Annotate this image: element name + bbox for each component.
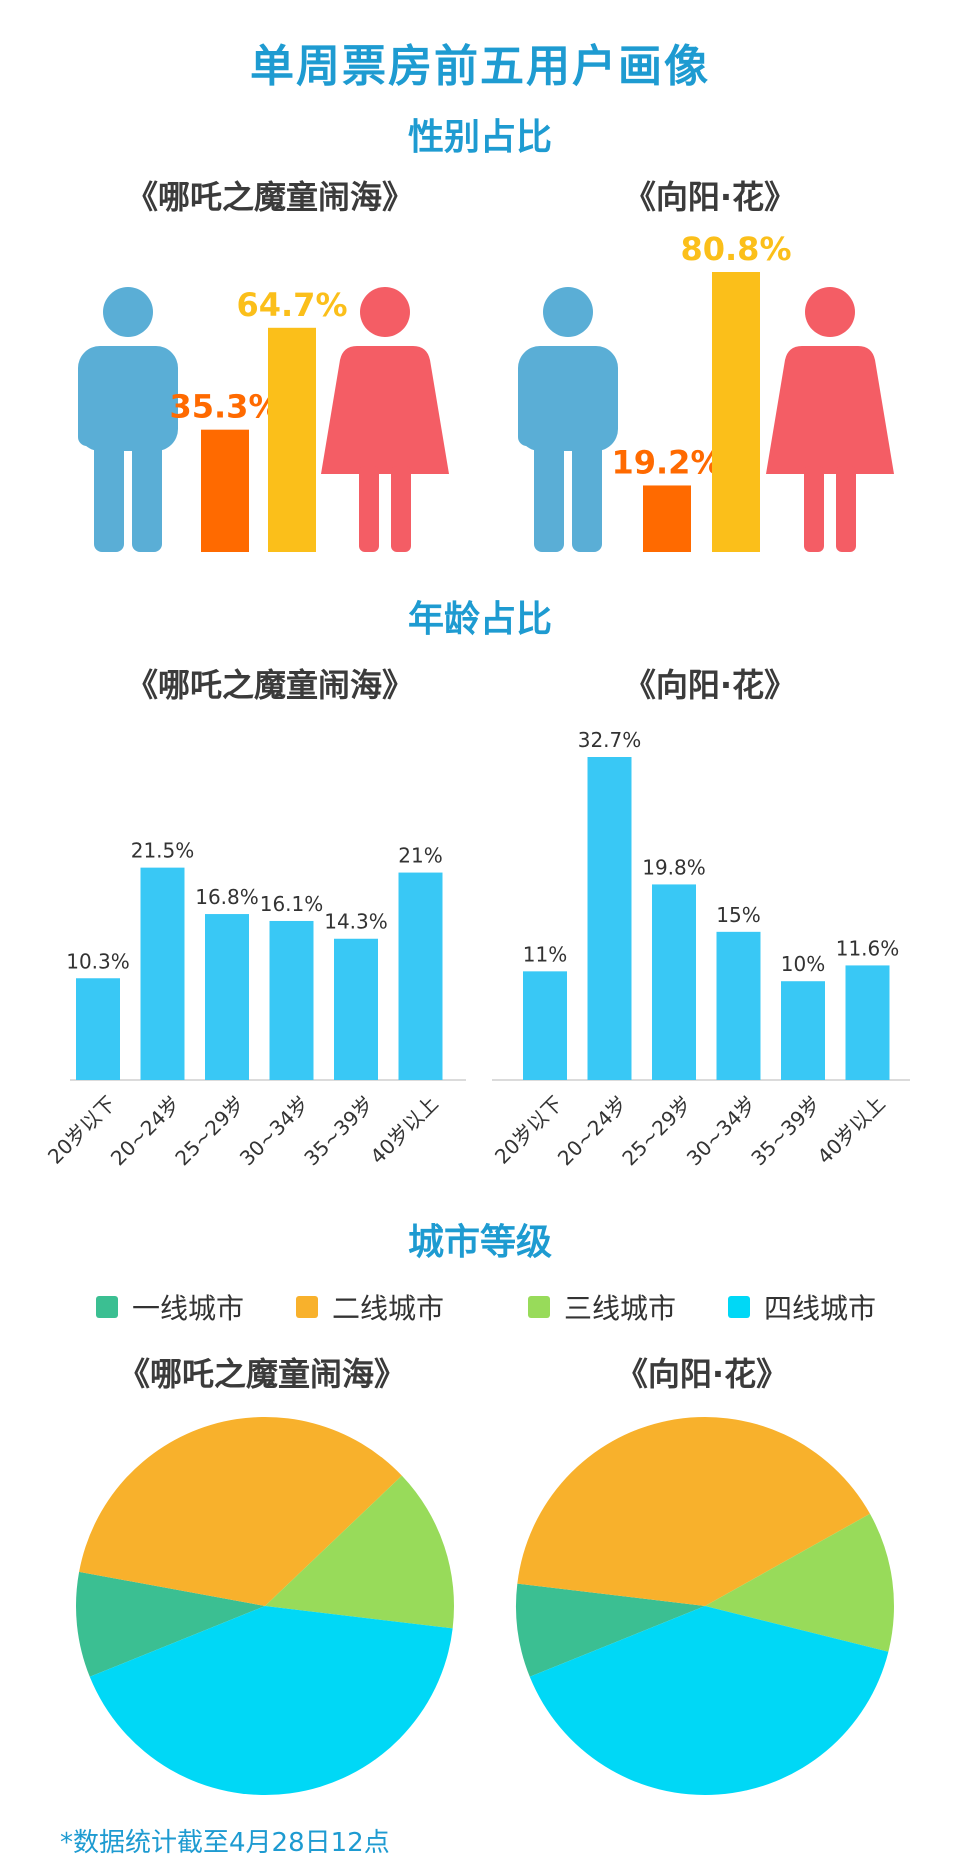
age-value-label-nezha: 14.3%: [324, 910, 388, 934]
age-value-label-nezha: 16.8%: [195, 885, 259, 909]
section-title-gender: 性别占比: [407, 117, 552, 158]
pie-slice-xiangyang-tier3: [705, 1513, 894, 1652]
city-legend: 一线城市 二线城市 三线城市 四线城市: [0, 1287, 960, 1327]
gender-label-xiangyang-female: 80.8%: [680, 230, 791, 268]
age-value-label-xiangyang: 19.8%: [642, 855, 706, 879]
age-bar-xiangyang: [652, 884, 696, 1080]
pie-slice-nezha-tier3: [265, 1475, 454, 1629]
film-title-nezha-city: 《哪吒之魔童闹海》: [117, 1355, 406, 1393]
pie-slice-xiangyang-tier4: [529, 1606, 889, 1795]
section-title-city: 城市等级: [407, 1222, 552, 1263]
age-value-label-nezha: 10.3%: [66, 949, 130, 973]
film-title-xiangyang-age: 《向阳·花》: [623, 666, 797, 704]
pie-slice-nezha-tier2: [79, 1417, 402, 1606]
legend-item-tier3: 三线城市: [528, 1287, 676, 1327]
pie-slice-nezha-tier1: [75, 1571, 265, 1677]
page-title: 单周票房前五用户画像: [250, 41, 710, 92]
age-bar-xiangyang: [845, 965, 890, 1080]
legend-swatch-tier3: [528, 1296, 550, 1318]
age-bar-xiangyang: [716, 931, 761, 1080]
pie-slice-xiangyang-tier2: [517, 1417, 870, 1606]
age-bar-xiangyang: [523, 971, 567, 1080]
legend-item-tier4: 四线城市: [728, 1287, 876, 1327]
age-value-label-xiangyang: 11%: [523, 942, 567, 966]
film-title-nezha-age: 《哪吒之魔童闹海》: [125, 666, 414, 704]
legend-swatch-tier2: [296, 1296, 318, 1318]
film-title-nezha-gender: 《哪吒之魔童闹海》: [125, 178, 414, 216]
gender-label-nezha-female: 64.7%: [236, 286, 347, 324]
age-bar-xiangyang: [587, 757, 632, 1080]
gender-bar-nezha-female: [268, 327, 316, 552]
gender-bar-xiangyang-female: [712, 272, 760, 552]
age-bar-nezha: [269, 920, 314, 1080]
legend-label: 四线城市: [764, 1292, 877, 1325]
legend-label: 一线城市: [132, 1292, 245, 1325]
pie-slice-nezha-tier4: [89, 1606, 453, 1795]
age-value-label-xiangyang: 11.6%: [836, 936, 900, 960]
age-value-label-xiangyang: 32.7%: [578, 728, 642, 752]
age-bar-nezha: [140, 867, 185, 1080]
section-title-age: 年龄占比: [407, 599, 552, 640]
age-bar-nezha: [334, 938, 378, 1080]
legend-swatch-tier4: [728, 1296, 750, 1318]
legend-item-tier1: 一线城市: [96, 1287, 244, 1327]
film-title-xiangyang-gender: 《向阳·花》: [623, 178, 797, 216]
gender-label-xiangyang-male: 19.2%: [611, 443, 722, 481]
footnote: *数据统计截至4月28日12点: [60, 1828, 390, 1858]
legend-label: 三线城市: [564, 1292, 677, 1325]
age-value-label-nezha: 21%: [398, 844, 442, 868]
gender-label-nezha-male: 35.3%: [169, 388, 280, 426]
age-bar-xiangyang: [781, 981, 825, 1080]
age-bar-nezha: [205, 914, 249, 1080]
film-title-xiangyang-city: 《向阳·花》: [615, 1355, 789, 1393]
gender-bar-nezha-male: [201, 429, 249, 552]
legend-swatch-tier1: [96, 1296, 118, 1318]
city-pie-charts: [75, 1417, 894, 1795]
age-value-label-nezha: 21.5%: [131, 839, 195, 863]
age-value-label-xiangyang: 15%: [716, 903, 760, 927]
age-chart: 10.3%20岁以下21.5%20~24岁16.8%25~29岁16.1%30~…: [43, 728, 910, 1170]
age-bar-nezha: [398, 872, 443, 1080]
age-value-label-nezha: 16.1%: [260, 892, 324, 916]
gender-chart: 35.3% 64.7% 19.2% 80.8%: [78, 230, 894, 552]
legend-label: 二线城市: [332, 1292, 445, 1325]
pie-slice-xiangyang-tier1: [516, 1583, 705, 1677]
age-value-label-xiangyang: 10%: [781, 952, 825, 976]
gender-bar-xiangyang-male: [643, 485, 691, 552]
legend-item-tier2: 二线城市: [296, 1287, 444, 1327]
age-bar-nezha: [76, 978, 120, 1080]
